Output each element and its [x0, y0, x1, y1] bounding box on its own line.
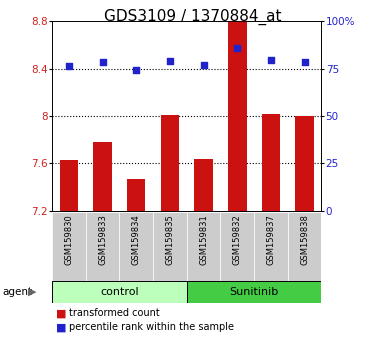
Text: GSM159837: GSM159837: [266, 215, 275, 266]
Bar: [295, 116, 314, 211]
Bar: [254, 212, 288, 281]
Text: GSM159830: GSM159830: [64, 215, 73, 265]
Point: [167, 58, 173, 64]
Bar: [262, 114, 280, 211]
Bar: [153, 212, 187, 281]
Text: control: control: [100, 287, 139, 297]
Point: [133, 67, 139, 72]
Point: [99, 59, 105, 65]
Text: agent: agent: [2, 287, 32, 297]
Point: [66, 63, 72, 69]
Bar: [127, 179, 146, 211]
Point: [268, 57, 274, 63]
Text: ▶: ▶: [28, 287, 36, 297]
Text: GSM159834: GSM159834: [132, 215, 141, 265]
Bar: [187, 281, 321, 303]
Point: [201, 62, 207, 68]
Bar: [194, 159, 213, 211]
Point: [234, 45, 240, 51]
Bar: [220, 212, 254, 281]
Bar: [93, 142, 112, 211]
Text: GSM159831: GSM159831: [199, 215, 208, 265]
Bar: [60, 160, 78, 211]
Text: GSM159838: GSM159838: [300, 215, 309, 266]
Text: GSM159835: GSM159835: [166, 215, 174, 265]
Bar: [161, 115, 179, 211]
Bar: [52, 281, 187, 303]
Text: percentile rank within the sample: percentile rank within the sample: [69, 322, 234, 332]
Bar: [288, 212, 321, 281]
Bar: [52, 212, 85, 281]
Bar: [119, 212, 153, 281]
Text: Sunitinib: Sunitinib: [229, 287, 279, 297]
Text: GSM159832: GSM159832: [233, 215, 242, 265]
Text: transformed count: transformed count: [69, 308, 160, 318]
Text: GDS3109 / 1370884_at: GDS3109 / 1370884_at: [104, 9, 281, 25]
Point: [301, 59, 308, 65]
Bar: [85, 212, 119, 281]
Text: ■: ■: [56, 308, 66, 318]
Bar: [228, 21, 246, 211]
Text: ■: ■: [56, 322, 66, 332]
Bar: [187, 212, 220, 281]
Text: GSM159833: GSM159833: [98, 215, 107, 266]
